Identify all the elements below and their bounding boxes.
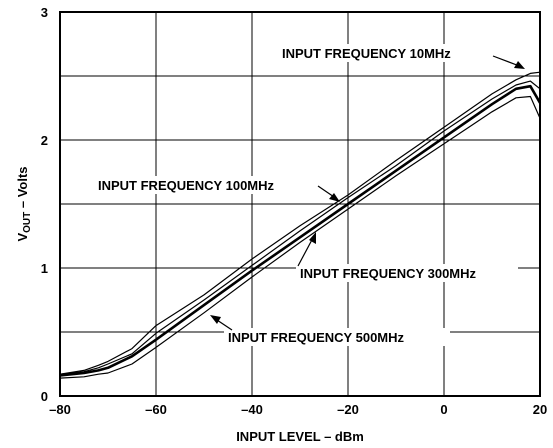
annotation-10mhz-bg <box>278 44 492 62</box>
y-tick-label: 1 <box>41 261 48 276</box>
y-tick-label: 0 <box>41 389 48 404</box>
y-axis-label-rest: – Volts <box>15 166 30 211</box>
series-line-0 <box>59 71 541 375</box>
annotation-10mhz: INPUT FREQUENCY 10MHz <box>278 44 525 69</box>
y-axis-label-sub: OUT <box>22 212 33 233</box>
series-line-3 <box>59 95 541 379</box>
x-axis-label: INPUT LEVEL – dBm <box>236 429 364 444</box>
annotation-10mhz-arrowhead <box>514 61 525 69</box>
x-tick-label: –80 <box>49 402 71 417</box>
annotation-100mhz: INPUT FREQUENCY 100MHz <box>94 176 340 202</box>
series-group <box>59 71 542 379</box>
annotation-500mhz: INPUT FREQUENCY 500MHz <box>210 315 450 346</box>
annotation-300mhz-text: INPUT FREQUENCY 300MHz <box>300 266 477 281</box>
series-line-1 <box>59 80 541 375</box>
annotation-300mhz-bg <box>296 264 518 282</box>
annotation-300mhz-arrowhead <box>309 232 316 244</box>
x-tick-label: 20 <box>533 402 547 417</box>
annotation-10mhz-text: INPUT FREQUENCY 10MHz <box>282 46 451 61</box>
y-axis-label-main: V <box>15 233 30 242</box>
annotation-100mhz-arrowhead <box>329 193 340 202</box>
annotation-500mhz-bg <box>224 328 450 346</box>
x-tick-label: –40 <box>241 402 263 417</box>
tick-labels: –80 –60 –40 –20 0 20 0 1 2 3 <box>41 5 547 417</box>
annotation-300mhz: INPUT FREQUENCY 300MHz <box>296 232 518 282</box>
annotation-100mhz-bg <box>94 176 318 194</box>
annotation-100mhz-text: INPUT FREQUENCY 100MHz <box>98 178 275 193</box>
y-tick-label: 2 <box>41 133 48 148</box>
y-tick-label: 3 <box>41 5 48 20</box>
series-line-2 <box>59 84 542 377</box>
x-tick-label: –20 <box>337 402 359 417</box>
y-axis-label: VOUT – Volts <box>15 166 33 241</box>
x-tick-label: 0 <box>440 402 447 417</box>
x-tick-label: –60 <box>145 402 167 417</box>
annotation-500mhz-text: INPUT FREQUENCY 500MHz <box>228 330 405 345</box>
annotation-500mhz-arrowhead <box>210 315 221 324</box>
